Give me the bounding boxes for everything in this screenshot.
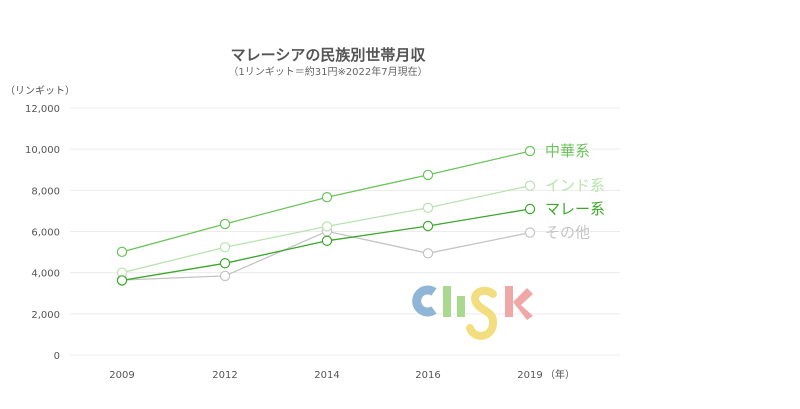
logo-s bbox=[466, 286, 498, 340]
data-point bbox=[422, 220, 434, 232]
logo-k-arm bbox=[513, 288, 533, 320]
data-point bbox=[219, 242, 231, 253]
series-label: 中華系 bbox=[545, 142, 590, 160]
data-point bbox=[321, 192, 333, 203]
series-label: インド系 bbox=[545, 177, 605, 195]
y-tick-label: 12,000 bbox=[25, 104, 60, 115]
y-tick-label: 0 bbox=[54, 351, 60, 362]
x-tick-label: 2019 bbox=[517, 370, 542, 381]
series-points bbox=[116, 145, 536, 286]
y-tick-label: 2,000 bbox=[31, 310, 60, 321]
data-point bbox=[524, 145, 536, 157]
data-point bbox=[422, 248, 434, 259]
data-point bbox=[422, 202, 434, 214]
logo-i bbox=[457, 296, 465, 317]
data-point bbox=[422, 169, 434, 181]
series-label: マレー系 bbox=[545, 200, 605, 218]
data-point bbox=[524, 203, 536, 215]
logo-c bbox=[412, 285, 437, 317]
data-point bbox=[321, 221, 333, 232]
chart-title: マレーシアの民族別世帯月収 bbox=[231, 46, 427, 64]
clisk-logo bbox=[412, 285, 533, 340]
x-tick-label: 2016 bbox=[415, 370, 440, 381]
y-axis-label: （リンギット） bbox=[5, 85, 75, 97]
data-point bbox=[219, 218, 231, 230]
x-axis-unit: （年） bbox=[545, 368, 575, 381]
grid-lines bbox=[70, 107, 620, 356]
y-tick-label: 10,000 bbox=[25, 145, 60, 156]
chart-subtitle: （1リンギット＝約31円※2022年7月現在） bbox=[228, 65, 427, 78]
data-point bbox=[321, 235, 333, 247]
series-label: その他 bbox=[545, 224, 590, 242]
data-point bbox=[219, 270, 231, 282]
y-tick-label: 6,000 bbox=[31, 228, 60, 239]
data-point bbox=[219, 258, 231, 269]
x-tick-label: 2014 bbox=[314, 370, 339, 381]
logo-l bbox=[443, 286, 451, 317]
x-axis-ticks: 2009 2012 2014 2016 2019 （年） bbox=[109, 368, 575, 381]
data-point bbox=[116, 246, 128, 258]
x-tick-label: 2009 bbox=[109, 370, 134, 381]
y-axis-ticks: 0 2,000 4,000 6,000 8,000 10,000 12,000 bbox=[25, 104, 60, 362]
y-tick-label: 8,000 bbox=[31, 186, 60, 197]
data-point bbox=[116, 275, 128, 286]
data-point bbox=[524, 227, 536, 238]
logo-k-stem bbox=[505, 286, 513, 317]
x-tick-label: 2012 bbox=[212, 370, 237, 381]
y-tick-label: 4,000 bbox=[31, 269, 60, 280]
series-lines bbox=[121, 150, 531, 282]
data-point bbox=[524, 180, 536, 191]
